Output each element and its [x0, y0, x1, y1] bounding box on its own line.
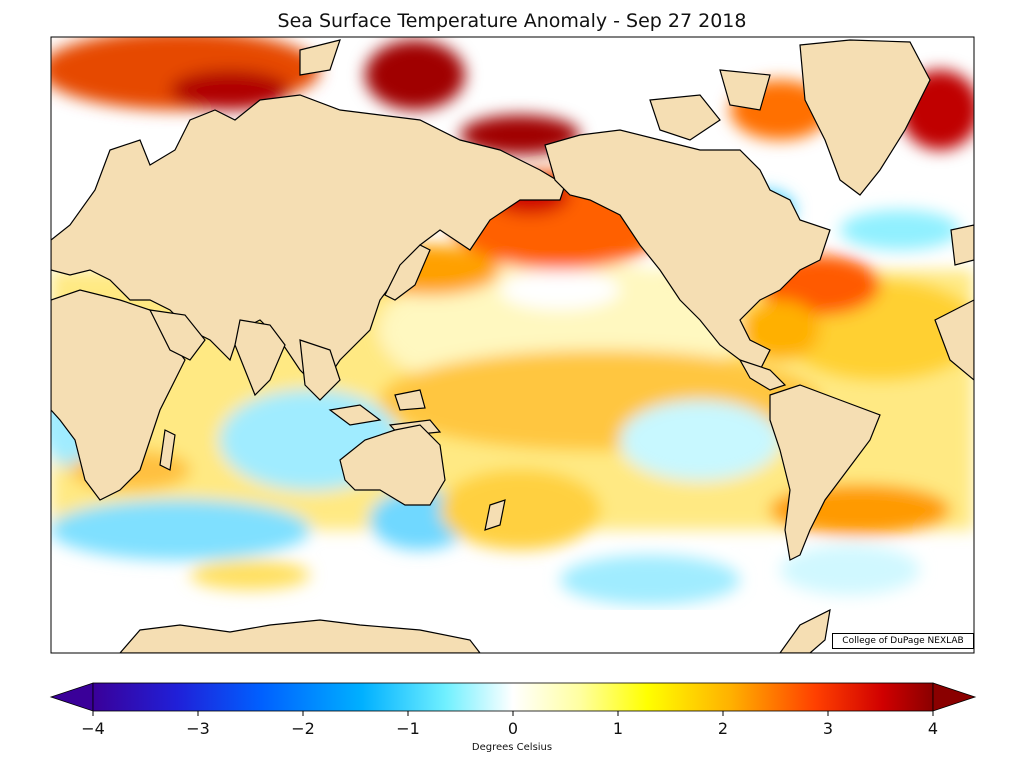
colorbar-tick-label: 4: [927, 719, 939, 738]
map-frame: [50, 36, 975, 654]
anomaly-field: [51, 37, 974, 653]
colorbar: [49, 682, 977, 716]
colorbar-tick-label: −4: [81, 719, 105, 738]
colorbar-tick-label: 1: [612, 719, 624, 738]
colorbar-tick-label: −1: [396, 719, 420, 738]
map-title: Sea Surface Temperature Anomaly - Sep 27…: [277, 10, 747, 32]
colorbar-label: Degrees Celsius: [471, 742, 553, 753]
colorbar-tick-label: −2: [291, 719, 315, 738]
colorbar-tick-label: 2: [717, 719, 729, 738]
colorbar-min-arrow: [49, 682, 94, 712]
colorbar-max-arrow: [932, 682, 977, 712]
colorbar-tick-label: 0: [507, 719, 519, 738]
land-masses: [51, 39, 974, 653]
colorbar-gradient: [92, 682, 934, 712]
colorbar-tick-label: −3: [186, 719, 210, 738]
credit-box: College of DuPage NEXLAB: [832, 633, 974, 649]
colorbar-tick-label: 3: [822, 719, 834, 738]
